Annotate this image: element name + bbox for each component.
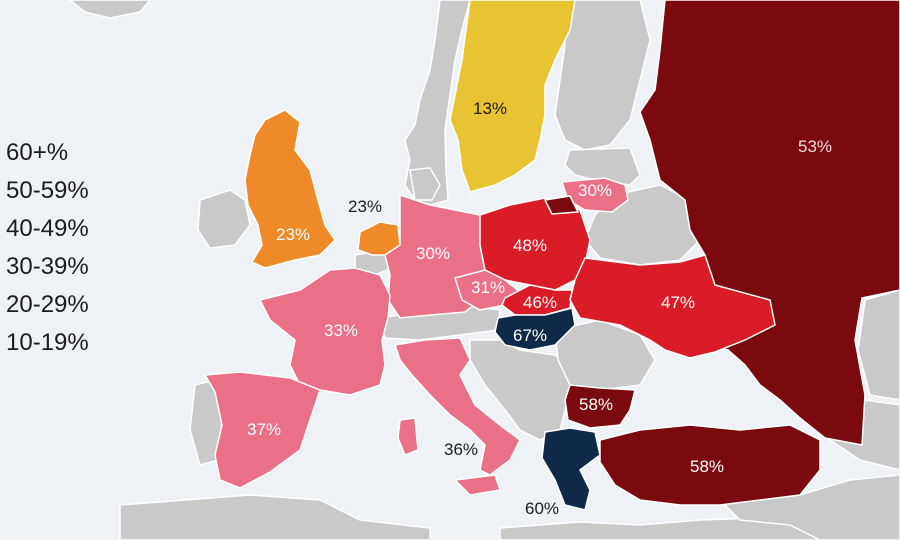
country-sardinia: [397, 417, 419, 456]
label-hungary: 67%: [513, 326, 547, 345]
label-ukraine: 47%: [661, 293, 695, 312]
label-russia: 53%: [798, 137, 832, 156]
middle-east: [718, 474, 900, 540]
north-africa-west: [119, 494, 431, 540]
label-netherlands: 23%: [348, 197, 382, 216]
label-uk: 23%: [276, 225, 310, 244]
country-sweden: [449, 0, 576, 193]
finland: [554, 0, 651, 151]
legend-item-30-39: 30-39%: [6, 253, 89, 280]
label-greece: 60%: [525, 499, 559, 518]
value-labels: 13% 53% 30% 23% 23% 48% 30% 31% 46% 47% …: [247, 99, 832, 518]
label-slovakia: 46%: [523, 293, 557, 312]
label-italy: 36%: [444, 440, 478, 459]
country-ukraine: [569, 254, 776, 359]
country-kaliningrad: [543, 195, 580, 215]
legend-item-50-59: 50-59%: [6, 177, 89, 204]
romania: [554, 319, 656, 391]
legend-item-20-29: 20-29%: [6, 291, 89, 318]
label-germany: 30%: [416, 244, 450, 263]
iceland: [68, 0, 151, 19]
label-turkey: 58%: [690, 457, 724, 476]
balkans: [469, 339, 576, 441]
label-czechia: 31%: [471, 278, 505, 297]
country-italy: [394, 337, 521, 476]
country-sicily: [453, 474, 501, 496]
label-spain: 37%: [247, 420, 281, 439]
denmark: [409, 167, 441, 201]
country-hungary: [494, 307, 576, 351]
legend-item-40-49: 40-49%: [6, 215, 89, 242]
country-france: [258, 267, 391, 396]
country-turkey: [599, 424, 821, 506]
no-data-land: [68, 0, 900, 540]
legend: 60+% 50-59% 40-49% 30-39% 20-29% 10-19%: [6, 134, 89, 362]
legend-item-60-plus: 60+%: [6, 139, 69, 166]
ireland: [197, 189, 251, 249]
label-sweden: 13%: [473, 99, 507, 118]
label-france: 33%: [324, 321, 358, 340]
legend-item-10-19: 10-19%: [6, 329, 89, 356]
country-greece: [541, 427, 601, 511]
country-spain: [203, 371, 321, 489]
label-poland: 48%: [513, 236, 547, 255]
data-countries: [203, 0, 900, 511]
country-bulgaria: [564, 384, 636, 429]
label-bulgaria: 58%: [579, 395, 613, 414]
label-lithuania: 30%: [578, 181, 612, 200]
country-uk: [244, 109, 336, 269]
